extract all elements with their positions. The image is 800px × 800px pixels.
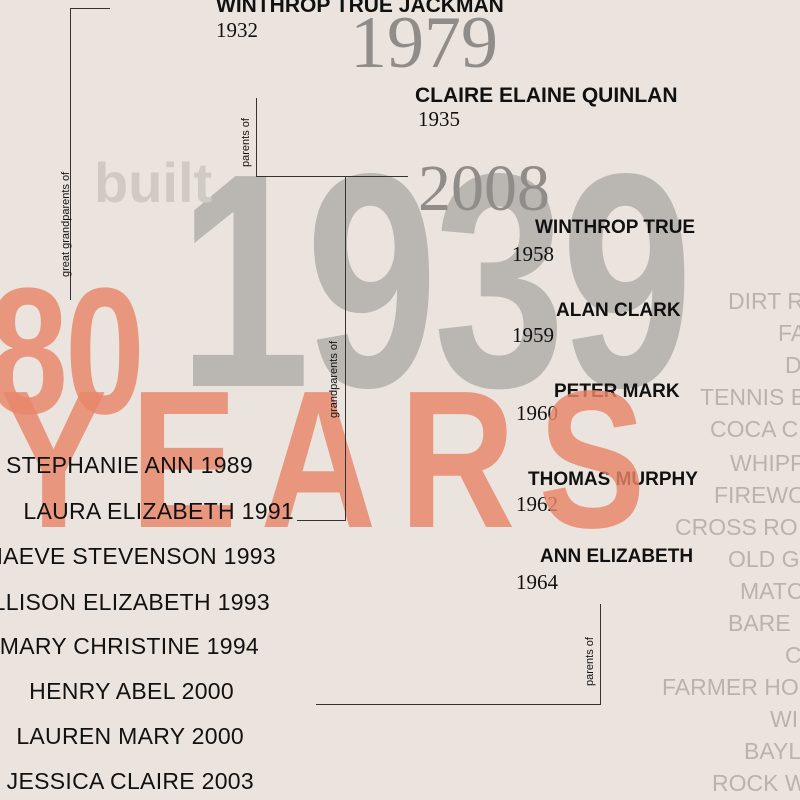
relation-label-great-grandparents: great grandparents of: [60, 171, 72, 277]
right-word: OLD G: [728, 546, 800, 572]
connector-line: [600, 604, 601, 704]
child-name: WINTHROP TRUE: [535, 217, 696, 238]
child-year: 1959: [512, 323, 554, 347]
milestone-year: 1979: [350, 2, 498, 84]
great-grandparent-year: 1932: [216, 18, 258, 42]
connector-line: [316, 704, 601, 705]
great-grandparent-name: WINTHROP TRUE JACKMAN: [216, 0, 504, 17]
right-word: FIREWO: [714, 482, 800, 508]
right-word: DIRT R: [728, 288, 800, 314]
child-name: PETER MARK: [554, 381, 680, 402]
connector-line: [256, 176, 408, 177]
relation-label-parents: parents of: [240, 118, 252, 167]
child-name: ALAN CLARK: [556, 300, 681, 321]
child-year: 1964: [516, 570, 558, 594]
right-word: MATC: [740, 578, 800, 604]
right-word: CROSS RO: [675, 514, 798, 540]
right-word: BAYL: [744, 738, 800, 764]
child-year: 1960: [516, 401, 558, 425]
grandchild-entry: MARY CHRISTINE 1994: [0, 633, 259, 659]
child-name: THOMAS MURPHY: [528, 469, 698, 490]
child-year: 1962: [516, 492, 558, 516]
right-word: C: [785, 642, 800, 668]
relation-label-parents: parents of: [584, 637, 596, 686]
relation-label-grandparents: grandparents of: [328, 340, 340, 418]
right-word: WI: [770, 706, 799, 732]
built-label: built: [94, 151, 213, 214]
big-year-1939: 1939: [178, 110, 693, 451]
right-word: FA: [778, 320, 800, 346]
grandchild-entry: HENRY ABEL 2000: [29, 678, 234, 704]
connector-line: [256, 98, 257, 176]
great-grandparent-name: CLAIRE ELAINE QUINLAN: [415, 84, 678, 107]
grandchild-entry: ALLISON ELIZABETH 1993: [0, 589, 270, 615]
right-word: D: [785, 352, 800, 378]
connector-line: [70, 8, 71, 300]
headline-eighty: 80: [0, 251, 145, 452]
right-word: FARMER HO: [662, 674, 799, 700]
child-name: ANN ELIZABETH: [540, 546, 694, 567]
connector-line: [345, 176, 346, 520]
great-grandparent-year: 1935: [418, 107, 460, 131]
grandchild-entry: LAUREN MARY 2000: [16, 723, 244, 749]
grandchild-entry: JESSICA CLAIRE 2003: [6, 768, 254, 794]
grandchild-entry: MAEVE STEVENSON 1993: [0, 543, 276, 569]
right-word: WHIPP: [730, 450, 800, 476]
connector-line: [70, 8, 110, 9]
right-word: ROCK W: [712, 770, 800, 796]
grandchild-entry: LAURA ELIZABETH 1991: [23, 498, 294, 524]
milestone-year: 2008: [418, 152, 550, 225]
headline-years: YEARS: [0, 350, 669, 569]
right-word: TENNIS BA: [700, 384, 800, 410]
connector-line: [297, 520, 346, 521]
right-word: BARE: [728, 610, 791, 636]
child-year: 1958: [512, 242, 554, 266]
right-word: COCA C: [710, 416, 799, 442]
grandchild-entry: STEPHANIE ANN 1989: [5, 452, 253, 478]
